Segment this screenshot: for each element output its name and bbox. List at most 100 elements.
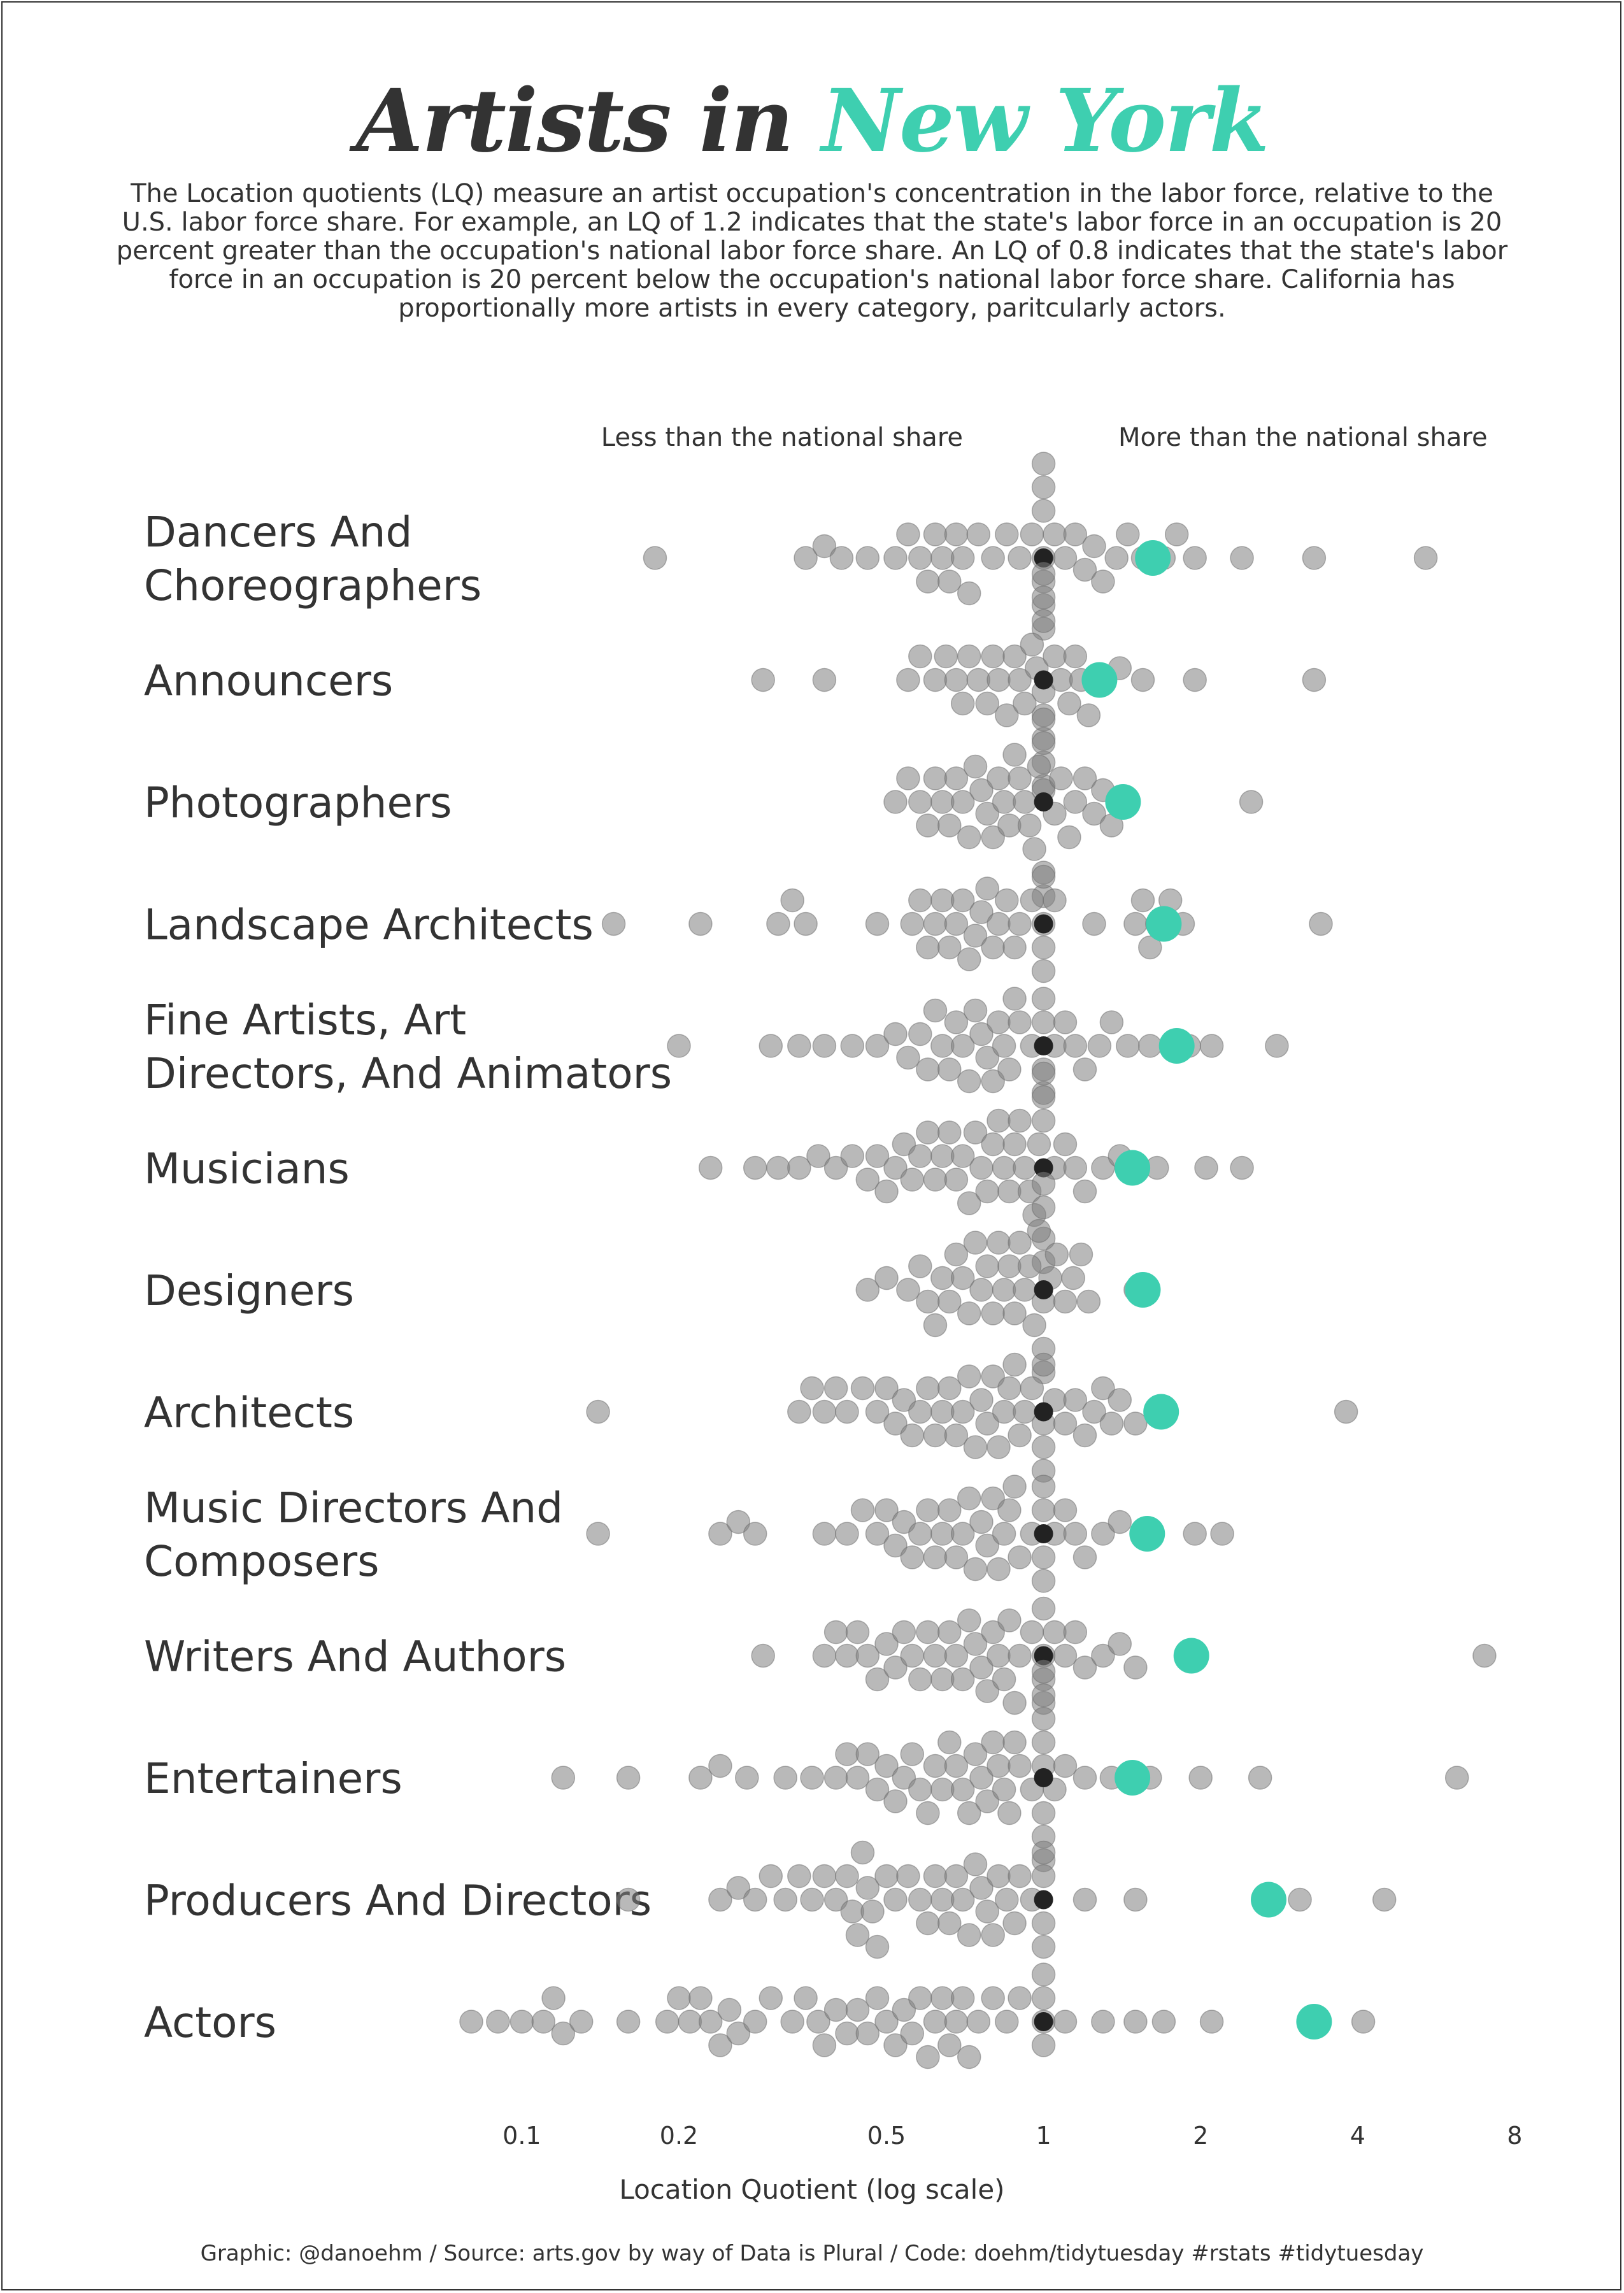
state-point bbox=[780, 888, 804, 913]
state-point bbox=[1138, 1034, 1162, 1058]
state-point bbox=[1008, 1545, 1032, 1569]
state-point bbox=[1053, 1010, 1078, 1034]
category-label: Landscape Architects bbox=[144, 901, 594, 950]
category-labels: Dancers And Choreographers Announcers Photo… bbox=[144, 508, 672, 2047]
state-point bbox=[937, 1376, 962, 1401]
state-point bbox=[1043, 1620, 1067, 1645]
state-point bbox=[823, 1887, 848, 1912]
state-point bbox=[923, 1545, 948, 1569]
state-point bbox=[883, 1155, 908, 1180]
state-point bbox=[1063, 1522, 1088, 1546]
state-point bbox=[787, 1864, 811, 1889]
state-point bbox=[896, 1864, 920, 1889]
state-point bbox=[616, 1766, 641, 1790]
state-point bbox=[874, 1376, 899, 1401]
state-point bbox=[963, 1120, 988, 1145]
state-point bbox=[944, 766, 969, 790]
state-point bbox=[963, 1632, 988, 1656]
state-point bbox=[957, 947, 981, 971]
state-point bbox=[1043, 644, 1067, 669]
state-point bbox=[1063, 1388, 1088, 1412]
category-label: Announcers bbox=[144, 657, 393, 706]
state-point bbox=[773, 1766, 797, 1790]
state-point bbox=[865, 1667, 890, 1692]
state-point bbox=[969, 1022, 994, 1046]
state-point bbox=[1043, 888, 1067, 913]
state-point bbox=[1017, 813, 1042, 838]
state-point bbox=[1031, 1934, 1056, 1959]
state-point bbox=[1031, 1108, 1056, 1133]
state-point bbox=[1151, 2010, 1176, 2034]
state-point bbox=[997, 1254, 1022, 1278]
category-label-line: Producers And Directors bbox=[144, 1876, 652, 1925]
state-point bbox=[937, 1289, 962, 1314]
state-point bbox=[823, 1766, 848, 1790]
state-point bbox=[883, 2033, 908, 2057]
category-label-line: Announcers bbox=[144, 657, 393, 706]
state-point bbox=[981, 1986, 1005, 2010]
state-point bbox=[883, 1789, 908, 1813]
state-point bbox=[987, 668, 1011, 692]
state-point bbox=[1053, 1643, 1078, 1668]
state-point bbox=[751, 668, 775, 692]
state-point bbox=[1123, 1655, 1148, 1680]
state-point bbox=[726, 1876, 751, 1900]
state-point bbox=[1002, 1475, 1027, 1499]
state-point bbox=[981, 1069, 1005, 1094]
state-point bbox=[1372, 1887, 1397, 1912]
state-point bbox=[773, 1887, 797, 1912]
state-point bbox=[780, 2010, 804, 2034]
state-point bbox=[930, 1522, 955, 1546]
state-point bbox=[1194, 1155, 1218, 1180]
state-point bbox=[1027, 1218, 1051, 1243]
state-point bbox=[1053, 2010, 1078, 2034]
state-point bbox=[874, 1864, 899, 1889]
state-point bbox=[1031, 562, 1056, 586]
new-york-point bbox=[1115, 1760, 1151, 1796]
new-york-point bbox=[1125, 1272, 1161, 1308]
state-point bbox=[944, 1864, 969, 1889]
state-point bbox=[981, 1730, 1005, 1755]
state-point bbox=[1138, 935, 1162, 960]
state-point bbox=[957, 644, 981, 669]
state-point bbox=[1031, 452, 1056, 476]
state-point bbox=[908, 644, 932, 669]
state-point bbox=[987, 1231, 1011, 1255]
state-point bbox=[969, 778, 994, 803]
state-point bbox=[1020, 522, 1044, 546]
state-point bbox=[900, 1423, 925, 1448]
state-point bbox=[908, 1399, 932, 1424]
x-axis-ticks: 0.1 0.2 0.5 1 2 4 8 bbox=[502, 2122, 1522, 2150]
state-point bbox=[1002, 987, 1027, 1011]
category-label-line: Musicians bbox=[144, 1145, 350, 1194]
state-point bbox=[957, 1486, 981, 1511]
category-label-line: Photographers bbox=[144, 778, 452, 827]
state-point bbox=[930, 1399, 955, 1424]
category-label: Musicians bbox=[144, 1145, 350, 1194]
state-point bbox=[1031, 475, 1056, 499]
state-point bbox=[930, 1887, 955, 1912]
state-point bbox=[1108, 1632, 1132, 1656]
state-point bbox=[1076, 703, 1101, 727]
state-point bbox=[1091, 1155, 1115, 1180]
state-point bbox=[1082, 911, 1106, 936]
state-point bbox=[900, 911, 925, 936]
state-point bbox=[823, 1620, 848, 1645]
state-point bbox=[950, 1399, 975, 1424]
state-point bbox=[1072, 1887, 1097, 1912]
state-point bbox=[923, 522, 948, 546]
state-point bbox=[874, 1266, 899, 1290]
national-reference-point bbox=[1034, 548, 1053, 568]
state-point bbox=[930, 1034, 955, 1058]
state-point bbox=[944, 1010, 969, 1034]
state-point bbox=[806, 2010, 830, 2034]
state-point bbox=[937, 1120, 962, 1145]
state-point bbox=[601, 911, 626, 936]
state-point bbox=[908, 1667, 932, 1692]
state-point bbox=[944, 911, 969, 936]
state-point bbox=[812, 1034, 837, 1058]
state-point bbox=[930, 546, 955, 570]
state-point bbox=[1082, 534, 1106, 559]
